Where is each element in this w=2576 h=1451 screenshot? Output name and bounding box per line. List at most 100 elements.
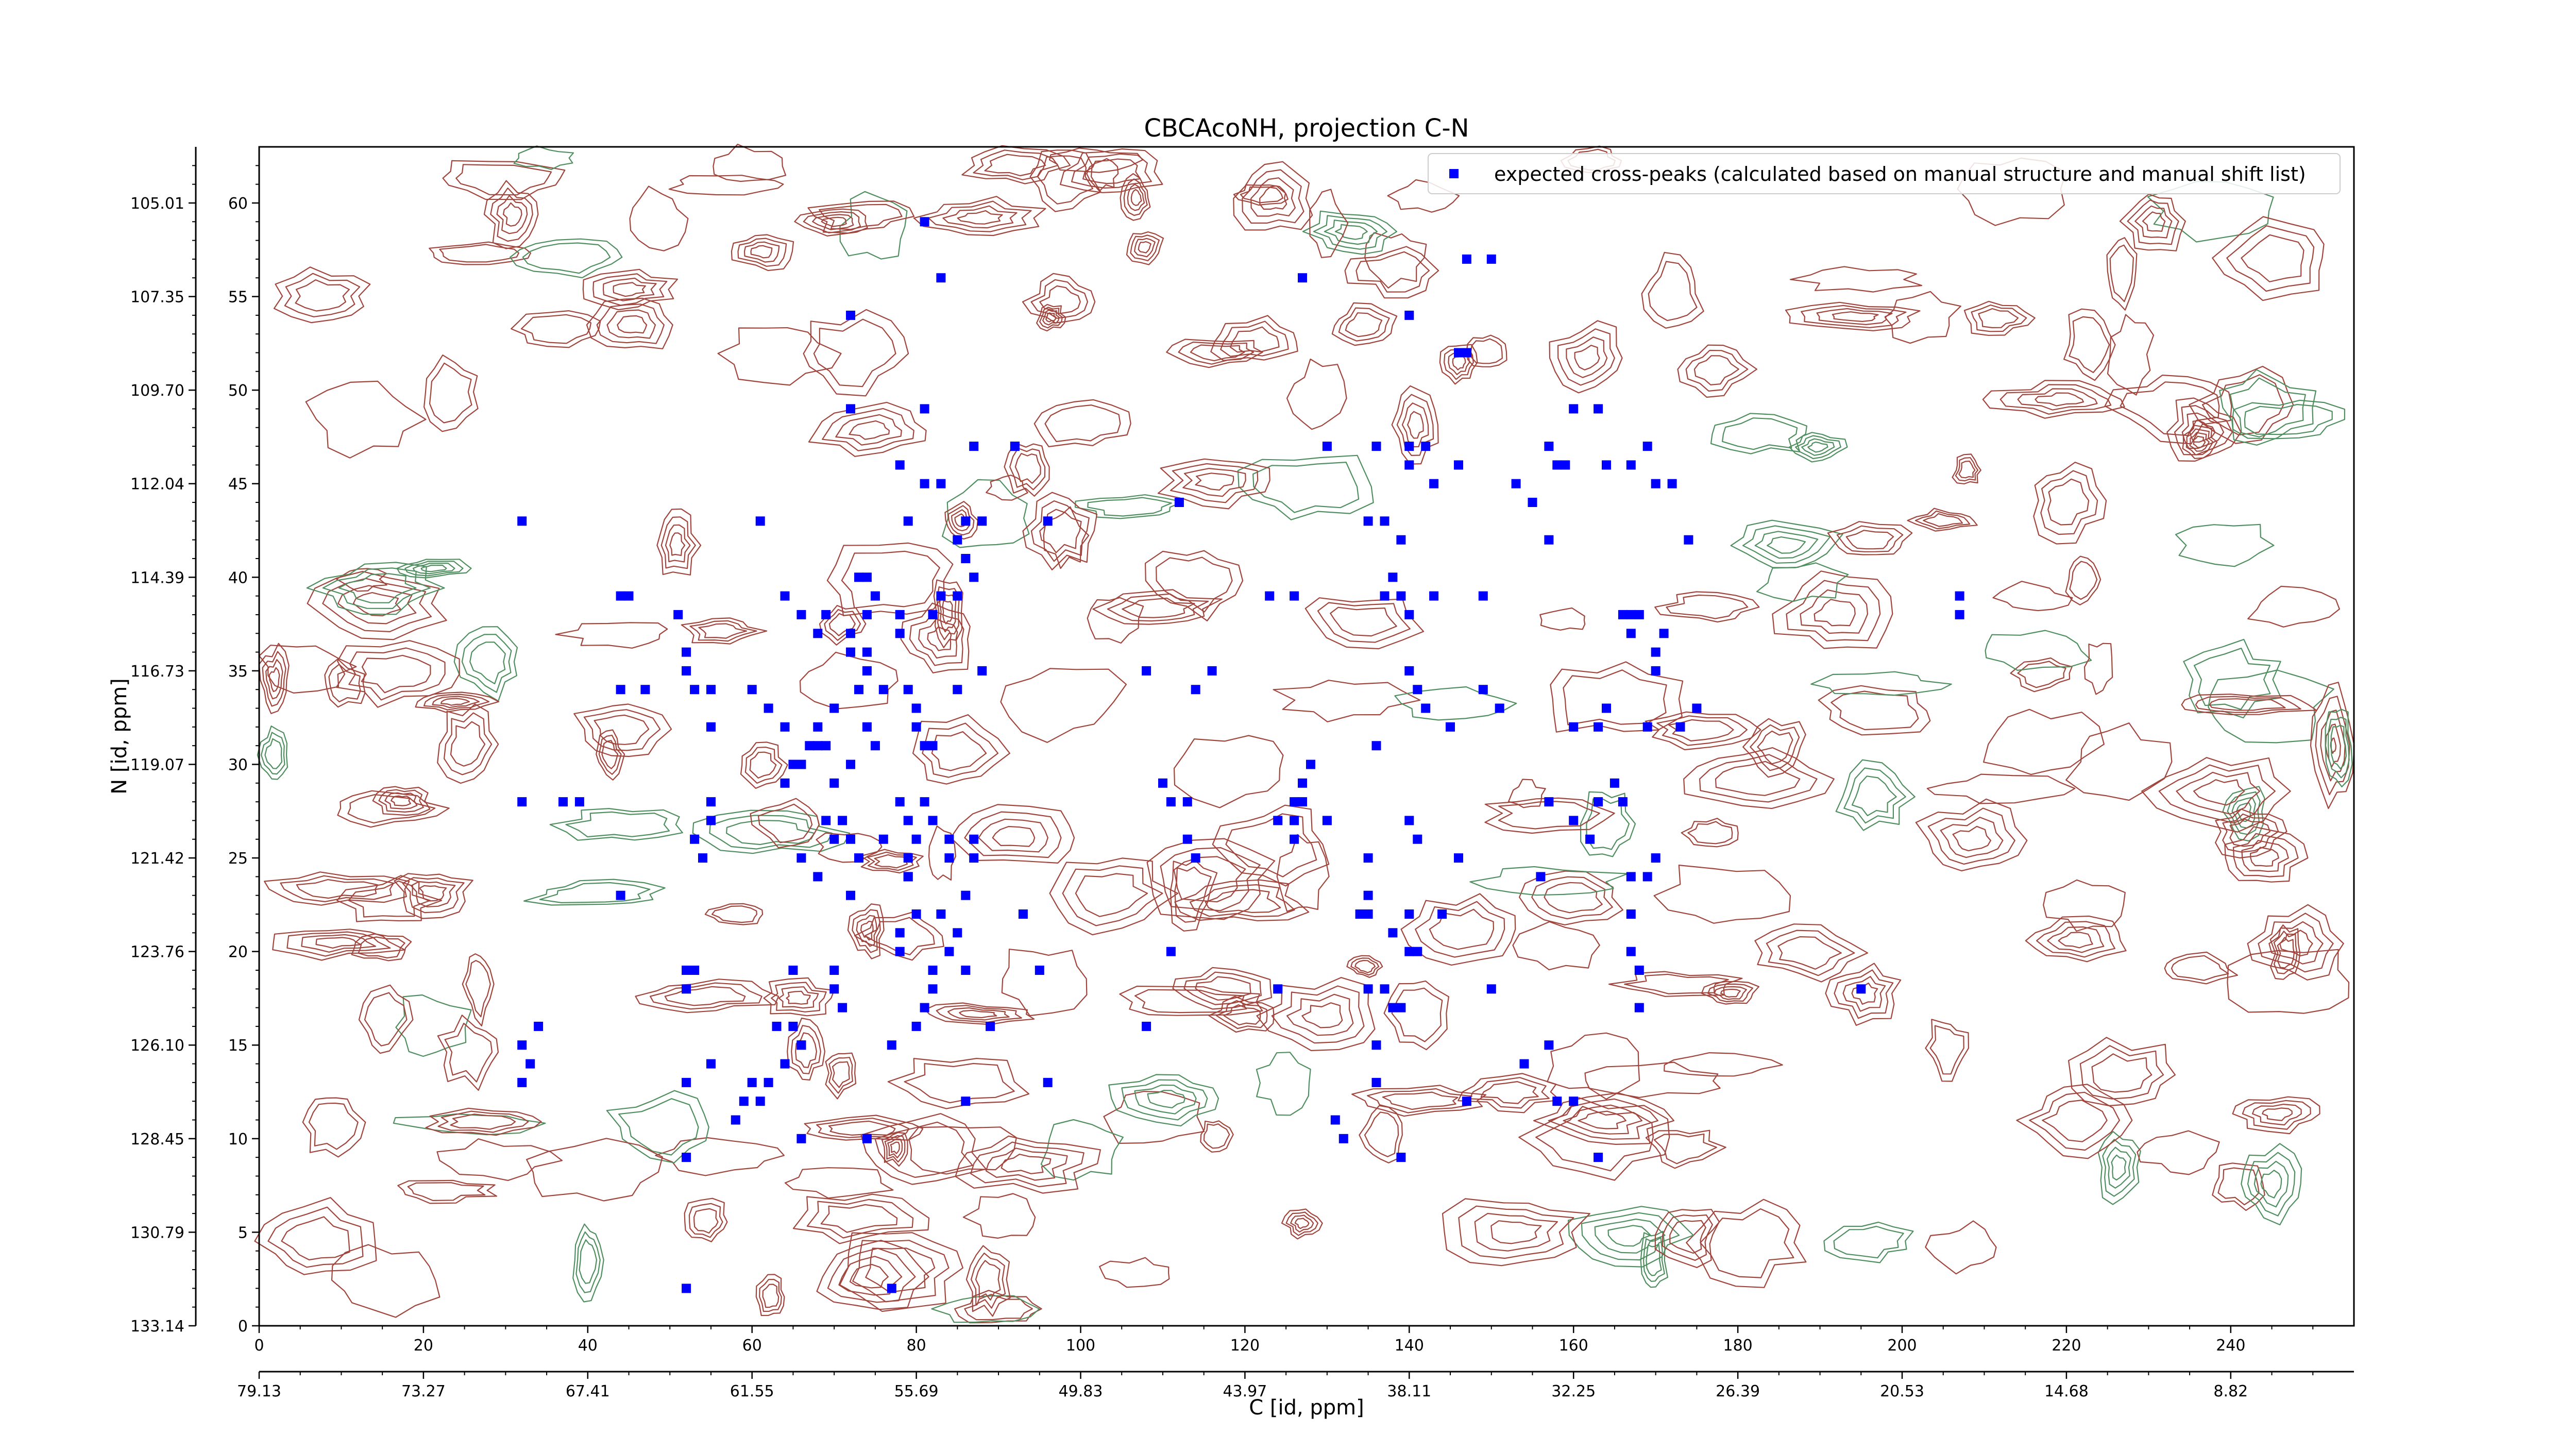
contour-line xyxy=(315,937,362,949)
cross-peak-point xyxy=(1462,348,1471,358)
contour-line xyxy=(1195,473,1234,491)
contour-line xyxy=(2065,722,2173,801)
contour-line xyxy=(942,600,953,625)
cross-peak-point xyxy=(1043,1077,1053,1087)
contour-line xyxy=(1030,500,1090,562)
contour-line xyxy=(1851,775,1897,816)
contour-line xyxy=(2158,764,2276,824)
contour-line xyxy=(1178,341,1255,365)
x-index-tick-label: 100 xyxy=(1066,1337,1095,1355)
contour-blob xyxy=(2164,951,2239,985)
contour-line xyxy=(361,654,431,694)
cross-peak-point xyxy=(911,834,921,844)
cross-peak-point xyxy=(821,610,831,619)
contour-blob xyxy=(335,640,460,708)
contour-line xyxy=(1827,521,1913,555)
cross-peak-point xyxy=(1684,535,1693,545)
contour-blob xyxy=(2219,369,2317,446)
y-index-tick-label: 5 xyxy=(238,1224,248,1242)
contour-blob xyxy=(635,978,779,1014)
contour-line xyxy=(803,211,861,233)
contour-line xyxy=(1586,798,1630,850)
contour-blob xyxy=(1925,1220,1997,1275)
contour-blob xyxy=(2068,1037,2176,1106)
contour-line xyxy=(261,732,285,775)
cross-peak-point xyxy=(821,741,831,751)
contour-blob xyxy=(924,1002,1035,1025)
cross-peak-point xyxy=(1955,610,1964,619)
contour-line xyxy=(826,542,954,616)
contour-blob xyxy=(1237,454,1374,520)
contour-line xyxy=(688,1203,723,1238)
contour-blob xyxy=(1512,921,1600,971)
contour-blob xyxy=(2065,722,2173,801)
contour-line xyxy=(2058,932,2093,949)
contour-blob xyxy=(1677,344,1757,398)
contour-line xyxy=(2106,237,2138,311)
cross-peak-point xyxy=(1371,741,1381,751)
cross-peak-point xyxy=(911,722,921,732)
contour-blob xyxy=(264,871,410,906)
cross-peak-point xyxy=(1182,834,1192,844)
contour-line xyxy=(841,550,940,609)
contour-line xyxy=(1742,718,1806,778)
cross-peak-point xyxy=(772,1021,782,1031)
contour-line xyxy=(598,734,622,775)
contour-line xyxy=(2104,375,2232,445)
contour-line xyxy=(1382,1091,1459,1110)
contour-line xyxy=(629,185,689,251)
cross-peak-point xyxy=(706,1059,716,1069)
contour-line xyxy=(1490,1220,1542,1244)
contour-line xyxy=(1842,976,1886,1012)
y-ppm-tick-label: 126.10 xyxy=(130,1037,184,1055)
contour-line xyxy=(985,1148,1068,1181)
cross-peak-point xyxy=(1454,348,1463,358)
cross-peak-point xyxy=(1363,890,1373,900)
contour-line xyxy=(2232,1096,2320,1135)
cross-peak-point xyxy=(780,722,790,732)
contour-line xyxy=(2047,926,2105,953)
contour-blob xyxy=(2241,1143,2302,1226)
contour-blob xyxy=(900,602,971,673)
contour-line xyxy=(1286,993,1354,1036)
contour-blob xyxy=(1825,963,1902,1026)
contour-line xyxy=(1645,1129,1726,1169)
cross-peak-point xyxy=(1380,516,1389,526)
contour-blob xyxy=(2224,826,2309,883)
contour-blob xyxy=(986,475,1028,501)
cross-peak-point xyxy=(895,947,905,956)
contour-line xyxy=(1334,224,1368,240)
cross-peak-point xyxy=(911,703,921,713)
contour-line xyxy=(2083,643,2113,695)
cross-peak-point xyxy=(1322,442,1332,451)
cross-peak-point xyxy=(1322,816,1332,825)
contour-line xyxy=(2247,1152,2296,1217)
contour-line xyxy=(759,1278,782,1312)
cross-peak-point xyxy=(821,816,831,825)
contour-line xyxy=(1317,602,1411,643)
cross-peak-point xyxy=(895,460,905,470)
contour-blob xyxy=(655,1137,785,1176)
contour-line xyxy=(1345,312,1383,338)
cross-peak-point xyxy=(1552,1096,1562,1106)
contour-blob xyxy=(273,266,371,324)
contour-line xyxy=(1508,779,1546,808)
cross-peak-point xyxy=(887,1284,896,1293)
contour-line xyxy=(461,634,512,693)
contour-line xyxy=(957,210,1003,225)
contour-line xyxy=(832,1061,850,1088)
contour-blob xyxy=(1641,251,1704,329)
cross-peak-point xyxy=(961,966,971,975)
contour-line xyxy=(1259,185,1287,210)
contour-blob xyxy=(437,1015,499,1091)
contour-blob xyxy=(1580,791,1636,857)
cross-peak-point xyxy=(1273,984,1283,994)
contour-line xyxy=(2209,698,2286,711)
contour-line xyxy=(450,1113,516,1130)
contour-line xyxy=(864,917,935,955)
contour-blob xyxy=(1983,708,2105,775)
contour-line xyxy=(947,1007,1010,1021)
contour-line xyxy=(860,920,874,941)
